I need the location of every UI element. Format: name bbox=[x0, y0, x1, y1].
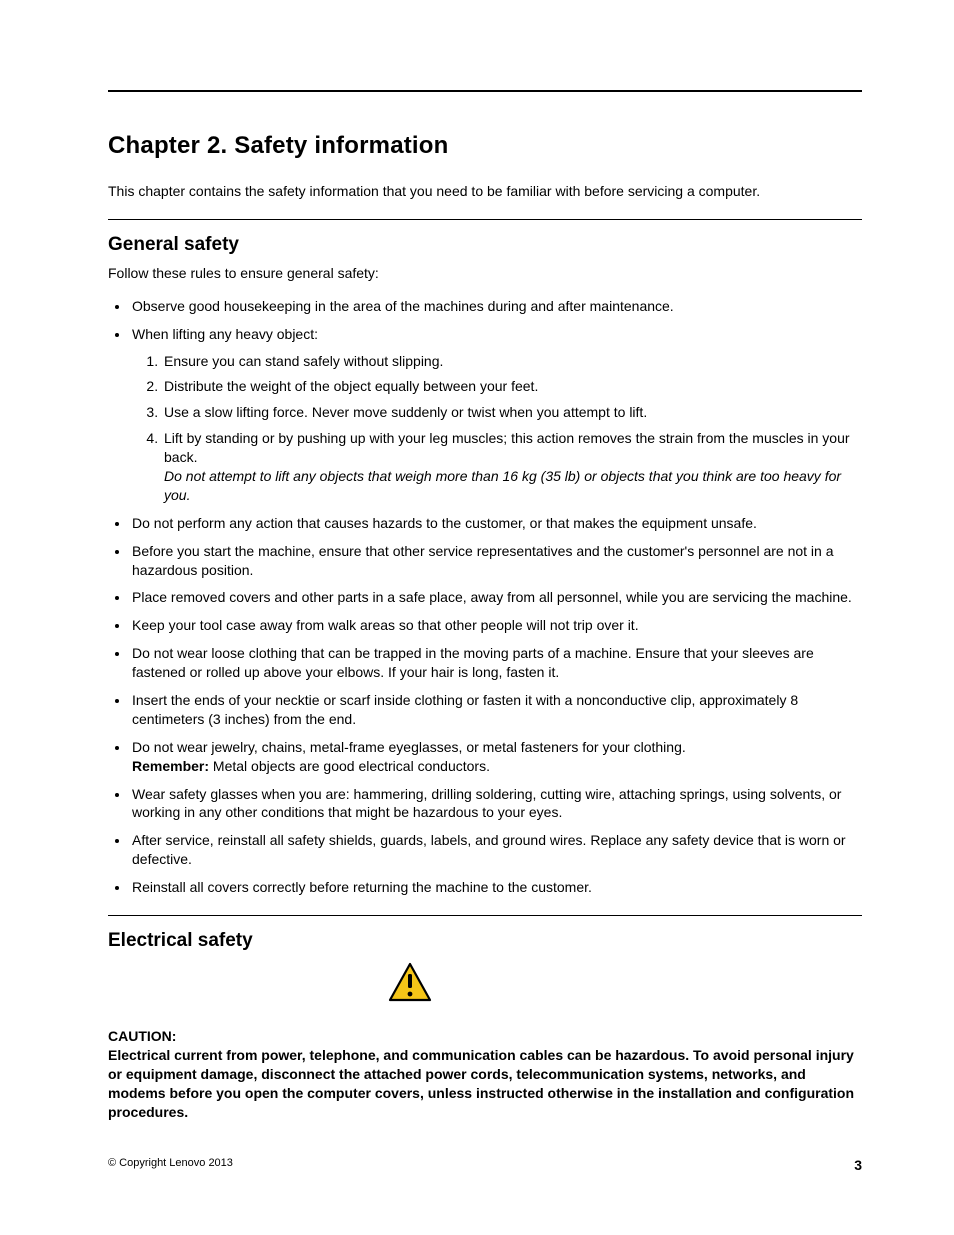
warning-icon-container bbox=[388, 962, 862, 1007]
remember-rest: Metal objects are good electrical conduc… bbox=[209, 758, 490, 774]
list-item-line1: Do not wear jewelry, chains, metal-frame… bbox=[132, 739, 686, 755]
general-intro: Follow these rules to ensure general saf… bbox=[108, 264, 862, 283]
list-item-lead: When lifting any heavy object: bbox=[132, 326, 318, 342]
list-item: Insert the ends of your necktie or scarf… bbox=[130, 691, 862, 729]
list-item: Do not perform any action that causes ha… bbox=[130, 514, 862, 533]
chapter-title: Chapter 2. Safety information bbox=[108, 132, 862, 160]
list-item: Use a slow lifting force. Never move sud… bbox=[162, 403, 862, 422]
caution-body: Electrical current from power, telephone… bbox=[108, 1046, 862, 1122]
list-item: When lifting any heavy object: Ensure yo… bbox=[130, 325, 862, 505]
caution-label: CAUTION: bbox=[108, 1027, 862, 1046]
list-item: Do not wear loose clothing that can be t… bbox=[130, 644, 862, 682]
list-item: After service, reinstall all safety shie… bbox=[130, 831, 862, 869]
caution-block: CAUTION: Electrical current from power, … bbox=[108, 1027, 862, 1121]
page-number: 3 bbox=[854, 1157, 862, 1173]
chapter-intro: This chapter contains the safety informa… bbox=[108, 182, 862, 201]
exclaim-bar bbox=[408, 974, 412, 988]
electrical-safety-heading: Electrical safety bbox=[108, 930, 862, 952]
list-item: Lift by standing or by pushing up with y… bbox=[162, 429, 862, 505]
list-item: Ensure you can stand safely without slip… bbox=[162, 352, 862, 371]
list-item: Do not wear jewelry, chains, metal-frame… bbox=[130, 738, 862, 776]
sub-item-text: Lift by standing or by pushing up with y… bbox=[164, 430, 850, 465]
general-safety-heading: General safety bbox=[108, 234, 862, 256]
list-item: Keep your tool case away from walk areas… bbox=[130, 616, 862, 635]
copyright-text: © Copyright Lenovo 2013 bbox=[108, 1157, 233, 1173]
list-item: Observe good housekeeping in the area of… bbox=[130, 297, 862, 316]
general-bullet-list: Observe good housekeeping in the area of… bbox=[108, 297, 862, 897]
section-rule-electrical bbox=[108, 915, 862, 916]
list-item: Wear safety glasses when you are: hammer… bbox=[130, 785, 862, 823]
exclaim-dot bbox=[408, 992, 413, 997]
top-horizontal-rule bbox=[108, 90, 862, 92]
list-item: Before you start the machine, ensure tha… bbox=[130, 542, 862, 580]
section-rule-general bbox=[108, 219, 862, 220]
warning-triangle-icon bbox=[388, 962, 432, 1002]
numbered-sublist: Ensure you can stand safely without slip… bbox=[132, 352, 862, 505]
sub-item-italic-note: Do not attempt to lift any objects that … bbox=[164, 468, 841, 503]
remember-label: Remember: bbox=[132, 758, 209, 774]
page-footer: © Copyright Lenovo 2013 3 bbox=[108, 1157, 862, 1173]
document-page: Chapter 2. Safety information This chapt… bbox=[0, 0, 954, 1235]
list-item: Place removed covers and other parts in … bbox=[130, 588, 862, 607]
list-item: Reinstall all covers correctly before re… bbox=[130, 878, 862, 897]
list-item: Distribute the weight of the object equa… bbox=[162, 377, 862, 396]
